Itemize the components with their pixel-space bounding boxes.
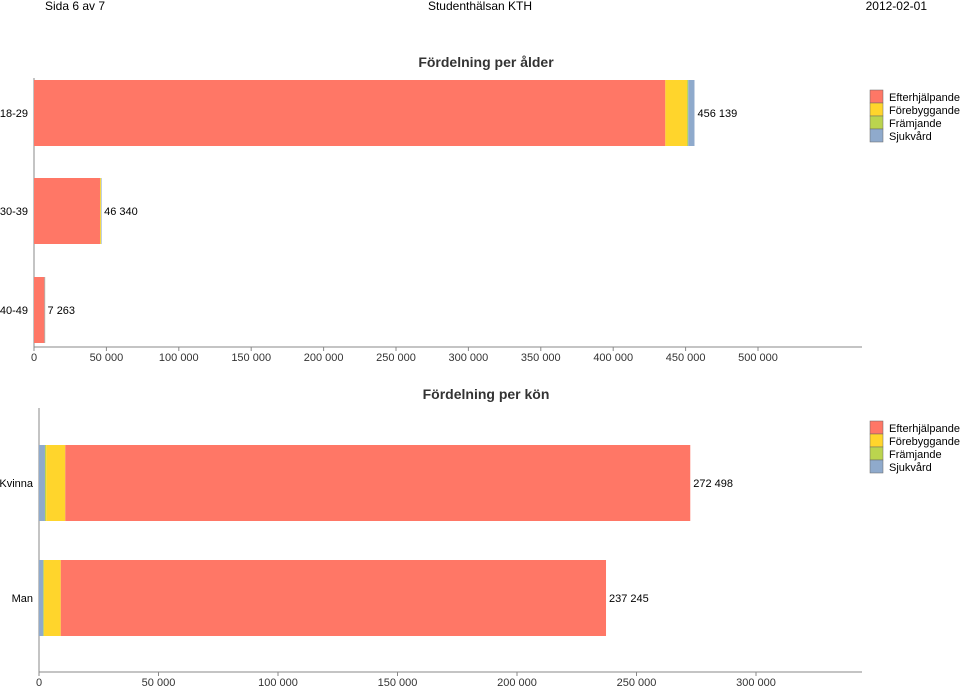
total-value-label: 237 245	[609, 593, 649, 605]
bar-segment-forebyggande	[46, 445, 66, 521]
legend-label-efterhjalpande: Efterhjälpande	[889, 92, 960, 104]
bar-segment-sjukvard	[39, 445, 45, 521]
legend-label-efterhjalpande: Efterhjälpande	[889, 423, 960, 435]
age-distribution-chart: Fördelning per ålder 0 50 000 100 000 150 0…	[0, 54, 960, 364]
legend-swatch-framjande	[869, 446, 884, 461]
x-tick-label: 300 000	[449, 352, 489, 364]
legend-label-sjukvard: Sjukvård	[889, 131, 932, 143]
category-label: 30-39	[0, 206, 28, 218]
bar-segment-sjukvard	[44, 277, 46, 343]
total-value-label: 272 498	[693, 478, 733, 490]
legend-label-forebyggande: Förebyggande	[889, 105, 960, 117]
chart-title-gender: Fördelning per kön	[423, 386, 550, 402]
bar-segment-sjukvard	[100, 178, 102, 244]
x-tick-label: 150 000	[378, 677, 418, 686]
x-tick-label: 200 000	[304, 352, 344, 364]
report-date: 2012-02-01	[865, 0, 927, 13]
x-tick-label: 300 000	[736, 677, 776, 686]
legend-swatch-efterhjalpande	[869, 420, 884, 435]
bar-segment-framjande	[43, 560, 45, 636]
legend-swatch-forebyggande	[869, 433, 884, 448]
x-tick-label: 0	[31, 352, 37, 364]
legend-swatch-framjande	[869, 115, 884, 130]
x-tick-label: 350 000	[521, 352, 561, 364]
bar-segment-framjande	[44, 445, 47, 521]
legend-label-sjukvard: Sjukvård	[889, 462, 932, 474]
bar-segment-sjukvard	[688, 80, 695, 146]
x-tick-label: 500 000	[738, 352, 778, 364]
x-tick-label: 50 000	[142, 677, 176, 686]
category-label: 40-49	[0, 305, 28, 317]
bar-segment-efterhjalpande	[34, 277, 45, 343]
total-value-label: 46 340	[104, 206, 138, 218]
x-tick-label: 150 000	[231, 352, 271, 364]
gender-distribution-chart: Fördelning per kön 0 50 000 100 000 150 000…	[0, 386, 960, 686]
bar-segment-efterhjalpande	[34, 178, 101, 244]
x-tick-label: 450 000	[666, 352, 706, 364]
legend-swatch-efterhjalpande	[869, 89, 884, 104]
bar-segment-efterhjalpande	[34, 80, 666, 146]
x-tick-label: 400 000	[593, 352, 633, 364]
x-tick-label: 100 000	[159, 352, 199, 364]
bar-segment-forebyggande	[44, 560, 61, 636]
chart-title-age: Fördelning per ålder	[418, 54, 554, 70]
bar-segment-efterhjalpande	[60, 560, 607, 636]
legend-label-framjande: Främjande	[889, 449, 942, 461]
bar-segment-forebyggande	[100, 178, 101, 244]
legend-label-forebyggande: Förebyggande	[889, 436, 960, 448]
category-label: Kvinna	[0, 478, 34, 490]
legend-swatch-sjukvard	[869, 128, 884, 143]
page-number: Sida 6 av 7	[45, 0, 106, 13]
x-tick-label: 0	[36, 677, 42, 686]
category-label: Man	[12, 593, 33, 605]
bar-segment-forebyggande	[665, 80, 688, 146]
bar-segment-sjukvard	[39, 560, 44, 636]
legend-swatch-forebyggande	[869, 102, 884, 117]
total-value-label: 7 263	[48, 305, 76, 317]
bar-segment-framjande	[687, 80, 689, 146]
category-label: 18-29	[0, 108, 28, 120]
total-value-label: 456 139	[697, 108, 737, 120]
document-title: Studenthälsan KTH	[427, 0, 533, 13]
bar-segment-efterhjalpande	[65, 445, 691, 521]
x-tick-label: 200 000	[497, 677, 537, 686]
legend-label-framjande: Främjande	[889, 118, 942, 130]
legend-swatch-sjukvard	[869, 459, 884, 474]
x-tick-label: 250 000	[617, 677, 657, 686]
x-tick-label: 50 000	[90, 352, 124, 364]
x-tick-label: 100 000	[258, 677, 298, 686]
x-tick-label: 250 000	[376, 352, 416, 364]
